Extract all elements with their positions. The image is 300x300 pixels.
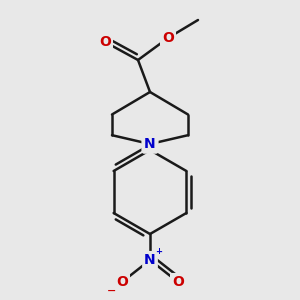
Text: −: − [107,286,117,296]
Text: O: O [162,31,174,45]
Text: N: N [144,253,156,267]
Text: N: N [144,137,156,151]
Text: O: O [172,275,184,289]
Text: +: + [155,247,163,256]
Text: O: O [116,275,128,289]
Text: O: O [99,35,111,49]
